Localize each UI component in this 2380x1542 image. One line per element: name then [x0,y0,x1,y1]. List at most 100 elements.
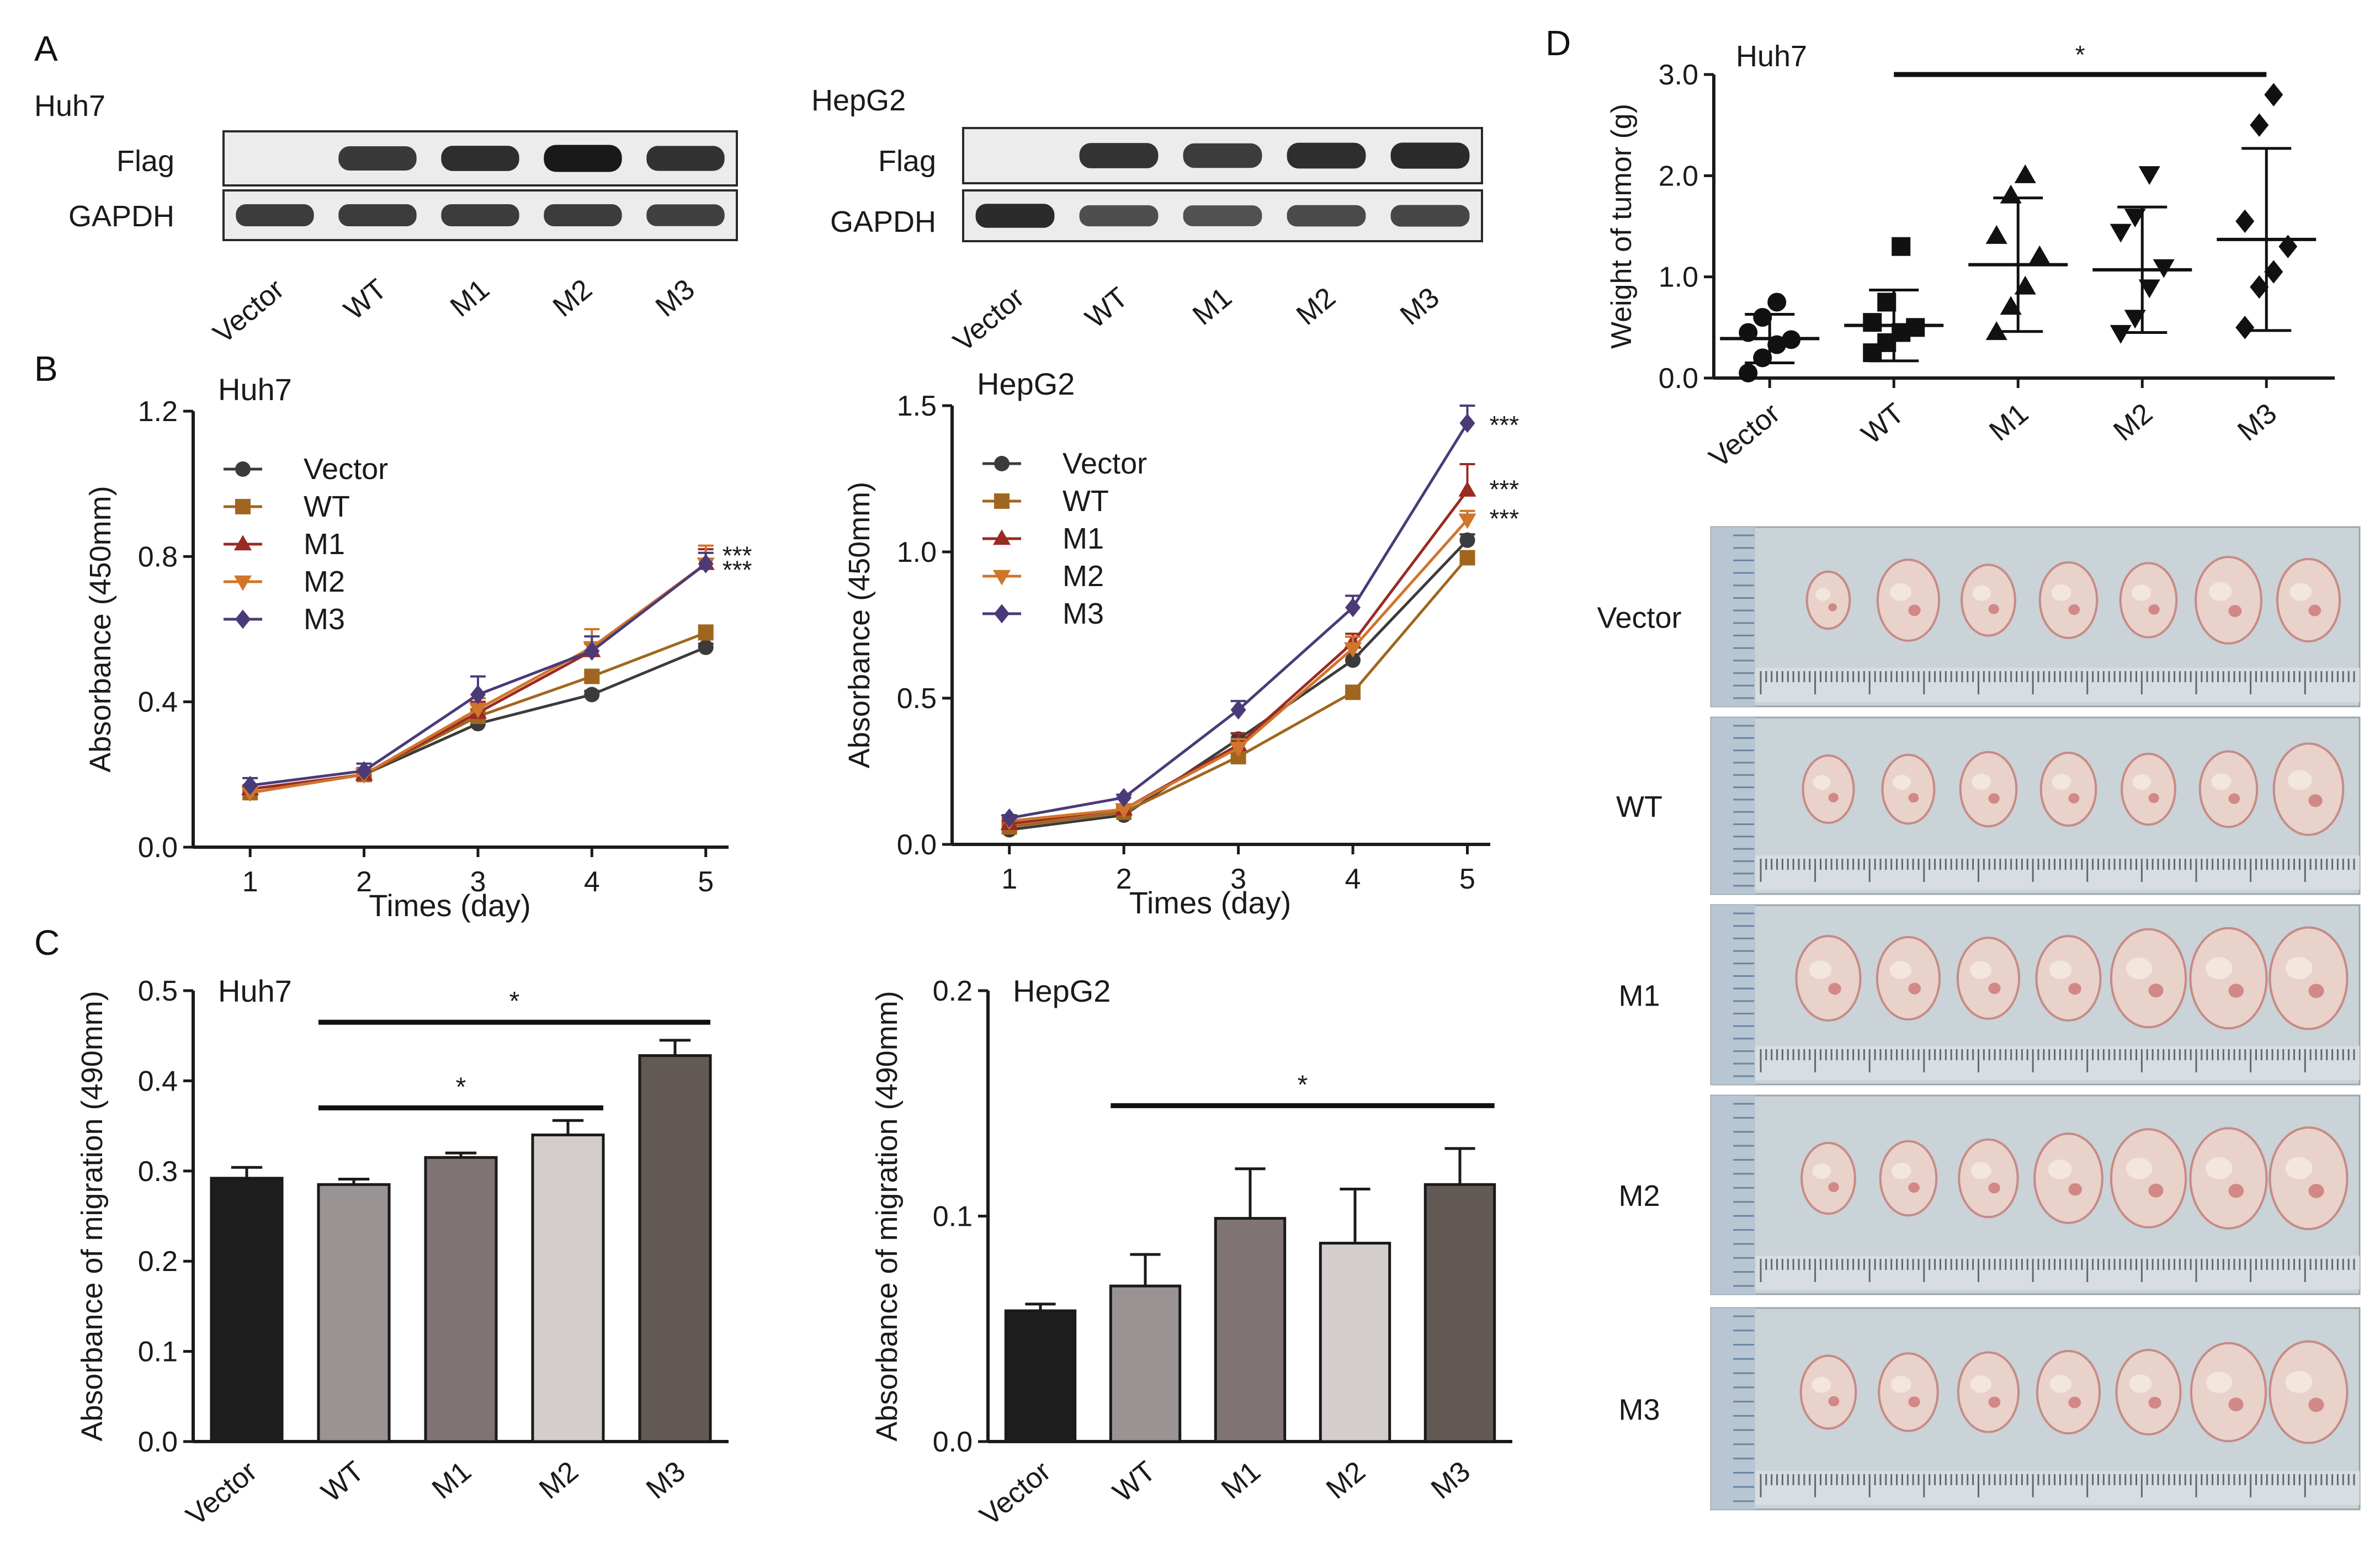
data-point [1863,313,1882,332]
data-point-m3 [356,761,372,781]
tumor-highlight [1811,1376,1831,1393]
tumor-highlight [2048,1160,2072,1179]
blot-lane-label: Vector [208,273,290,350]
blot-band [1390,142,1470,169]
legend-label: Vector [1062,447,1147,480]
x-axis-label: Times (day) [1129,885,1292,920]
y-tick-label: 0.4 [138,1065,178,1097]
tumor-highlight [1813,775,1831,790]
data-point [2264,260,2283,284]
blot-band [544,145,622,172]
significance-label: *** [1490,411,1520,439]
x-tick-label: 1 [242,866,258,898]
chart-c-hepg2: HepG2 0.0 0.1 0.2 Absorbance of migration (4… [870,974,1512,1532]
x-tick-label: 3 [1230,863,1246,895]
ruler-vertical [1711,905,1755,1084]
x-tick-label: WT [316,1455,370,1508]
tumor-specimen [1956,937,2021,1020]
y-axis-label: Absorbance (450mm) [843,482,876,768]
data-point-vector [1345,652,1361,668]
tumor-specimen [1958,1138,2019,1219]
data-point-wt [698,625,714,641]
blot-band [441,146,519,171]
tumor-highlight [2206,1157,2233,1179]
tumor-vessel [2228,1397,2244,1412]
data-point-m3 [1345,598,1361,618]
legend-marker [235,499,251,514]
tumor-highlight [1970,961,1992,979]
x-axis-label: Times (day) [369,888,531,923]
y-tick-label: 2.0 [1659,160,1698,192]
legend-label: Vector [304,453,388,486]
significance-label: * [2075,40,2085,69]
tumor-highlight [2051,584,2071,601]
y-tick-label: 0.1 [933,1201,973,1233]
tumor-vessel [2068,604,2080,615]
data-point [2110,325,2132,344]
x-tick-label: M2 [1320,1455,1372,1506]
tumor-vessel [2308,983,2324,998]
tumor-highlight [2129,1374,2152,1394]
y-tick-label: 1.0 [1659,262,1698,294]
tumor-highlight [1890,1375,1911,1393]
tumor-specimen [2272,742,2345,836]
blot-lane-label: M1 [1187,281,1238,332]
data-point-m3 [1459,413,1475,433]
x-tick-label: 2 [1116,863,1132,895]
ruler-vertical [1711,717,1755,894]
tumor-highlight [1892,1162,1911,1179]
blot-band [338,204,417,226]
x-tick-label: Vector [974,1455,1057,1532]
tumor-vessel [2228,793,2240,804]
x-tick-label: 4 [584,866,600,898]
tumor-vessel [2148,604,2160,615]
y-axis-label: Weight of tumor (g) [1606,104,1638,349]
tumor-vessel [2068,982,2081,995]
tumor-highlight [1889,961,1912,979]
legend-label: M1 [1062,522,1104,555]
y-tick-label: 1.2 [138,396,178,428]
blot-huh7-row-gapdh: GAPDH [68,200,174,233]
tumor-highlight [1970,1375,1991,1393]
tumor-vessel [1908,1182,1920,1193]
tumor-vessel [1828,1182,1839,1192]
legend-marker [994,493,1010,509]
y-tick-label: 1.5 [897,390,937,422]
blot-huh7-title: Huh7 [34,89,105,123]
data-point-m3 [584,641,600,661]
data-point-m3 [1116,788,1132,807]
tumor-highlight [2052,774,2071,790]
legend-label: M2 [304,565,345,598]
tumor-vessel [1908,604,1921,616]
tumor-specimen [1795,935,1862,1022]
ruler-vertical [1711,1308,1755,1509]
tumor-vessel [1828,982,1841,995]
data-point-m3 [1001,808,1017,828]
bar-vector [210,1177,284,1443]
data-point [2110,224,2132,243]
legend-marker [994,456,1010,471]
blot-band [1079,143,1159,168]
tumor-specimen [2189,927,2268,1030]
tumor-vessel [1988,1396,2001,1408]
tumor-specimen [1802,754,1855,824]
ruler-vertical [1711,1096,1755,1294]
tumor-specimen [2269,1126,2349,1230]
data-point [2000,296,2022,315]
tumor-vessel [1828,793,1839,802]
tumor-specimen [1881,753,1936,825]
data-point [1985,225,2007,244]
tumor-highlight [2287,770,2312,790]
tumor-highlight [1972,773,1991,790]
data-point [1739,363,1758,382]
tumor-highlight [2285,1370,2313,1394]
data-point-vector [584,687,600,703]
tumor-specimen [2190,1342,2267,1443]
tumor-vessel [2228,605,2242,618]
tumor-vessel [1908,982,1921,995]
blot-band [1079,205,1159,227]
tumor-highlight [1812,1163,1831,1179]
data-point-m3 [698,554,714,573]
y-axis-label: Absorbance (450mm) [84,486,117,772]
tumor-vessel [1988,982,2001,995]
